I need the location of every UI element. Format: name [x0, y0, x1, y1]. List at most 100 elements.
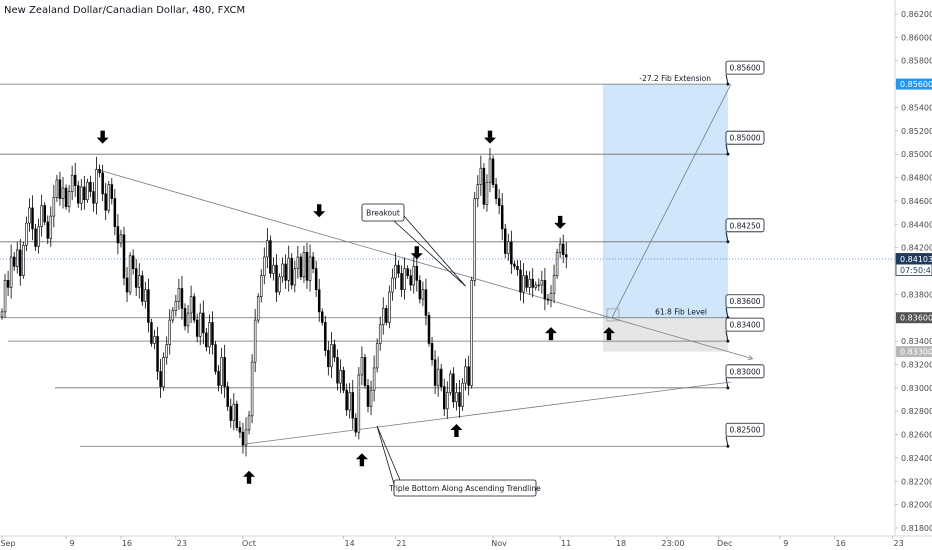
candle-up: [446, 392, 449, 410]
candle-up: [339, 369, 342, 384]
candle-up: [436, 368, 440, 386]
candle-down: [467, 366, 470, 386]
candle-down: [397, 264, 400, 274]
grid: [0, 0, 932, 537]
candle-down: [317, 289, 321, 313]
level-label: 0.85000: [729, 134, 760, 143]
time-axis[interactable]: Sep 9 16 23 Oct 14 21 Nov 11 18 23:00 Dec 9 16 23: [0, 536, 904, 548]
candle-up: [49, 215, 53, 239]
x-tick-label: 9: [70, 539, 75, 548]
candle-down: [125, 277, 129, 293]
candle-up: [259, 275, 263, 298]
candle-up: [61, 187, 65, 199]
candle-up: [40, 205, 43, 227]
candle-down: [311, 256, 315, 269]
y-tick-label: 0.83800: [901, 290, 932, 299]
candle-down: [345, 389, 348, 411]
candle-up: [522, 275, 525, 293]
candle-up: [549, 292, 553, 301]
candle-down: [89, 181, 92, 192]
candle-up: [507, 241, 510, 254]
candle-down: [223, 357, 226, 387]
candle-up: [470, 280, 473, 386]
candle-down: [101, 172, 104, 195]
level-label-box: [725, 294, 765, 309]
candle-down: [482, 167, 486, 205]
breakout-label: Breakout: [366, 209, 400, 218]
candle-down: [336, 357, 339, 384]
candle-down: [180, 288, 184, 309]
candle-down: [134, 268, 138, 288]
candle-down: [342, 369, 345, 391]
trendline-ascending: [245, 381, 732, 445]
target-zone-upper: [602, 84, 728, 318]
candle-up: [165, 344, 168, 358]
candle-down: [327, 350, 330, 368]
candle-down: [183, 308, 187, 327]
fib-level-label: 61.8 Fib Level: [655, 308, 707, 317]
candle-up: [372, 367, 376, 391]
level-label: 0.85600: [729, 64, 760, 73]
candle-up: [220, 357, 223, 386]
trendline-descending: [96, 168, 753, 358]
candle-up: [555, 252, 559, 276]
candle-up: [534, 284, 537, 288]
candle-down: [238, 427, 242, 433]
candle-up: [86, 181, 89, 201]
candle-down: [131, 255, 135, 269]
price-axis[interactable]: 0.86200 0.86000 0.85800 0.85600 0.85400 0.852…: [895, 10, 932, 533]
arrow-markers: [96, 130, 615, 484]
candle-up: [186, 312, 190, 327]
candle-up: [479, 167, 483, 185]
candle-down: [427, 315, 431, 344]
candle-down: [494, 184, 498, 199]
level-anchor-dot: [726, 240, 730, 244]
candle-up: [107, 184, 111, 211]
level-anchor-dot: [726, 386, 730, 390]
projection-marker: [606, 308, 620, 322]
x-tick-label: 23: [894, 539, 904, 548]
candle-up: [168, 319, 172, 345]
candle-down: [43, 205, 46, 223]
candle-down: [12, 256, 16, 267]
candle-down: [195, 319, 199, 337]
candle-down: [452, 373, 455, 403]
candle-up: [455, 392, 458, 403]
x-tick-label: 21: [396, 539, 406, 548]
y-tick-label: 0.84400: [901, 220, 932, 229]
level-anchor-dot: [726, 82, 730, 86]
candle-down: [156, 336, 159, 372]
candle-down: [442, 386, 446, 410]
candle-up: [412, 266, 415, 286]
candle-down: [77, 185, 80, 204]
candle-down: [229, 406, 233, 421]
candle-up: [22, 245, 25, 276]
candle-down: [430, 343, 434, 361]
candle-up: [0, 311, 4, 317]
price-marker-label: 0.83600: [900, 314, 932, 323]
candle-down: [516, 266, 519, 271]
candle-up: [388, 291, 391, 323]
candle-up: [552, 275, 556, 294]
candle-up: [381, 308, 385, 326]
level-label-box: [725, 317, 765, 332]
candle-down: [275, 264, 278, 293]
level-label: 0.83400: [729, 321, 760, 330]
candle-up: [540, 280, 544, 286]
candle-up: [528, 278, 531, 288]
candle-up: [25, 222, 28, 246]
candle-down: [491, 158, 495, 185]
candle-up: [28, 207, 31, 224]
candle-up: [250, 361, 254, 417]
candle-down: [235, 403, 239, 428]
candle-down: [510, 241, 513, 265]
candle-down: [116, 226, 120, 244]
candle-down: [363, 357, 367, 386]
annotations: -27.2 Fib Extension 61.8 Fib Level Breakou…: [361, 74, 711, 497]
level-anchor-dot: [726, 152, 730, 156]
level-label-connector: [725, 436, 729, 447]
candle-up: [263, 256, 266, 276]
level-label-box: [725, 422, 765, 437]
candle-down: [104, 193, 107, 211]
